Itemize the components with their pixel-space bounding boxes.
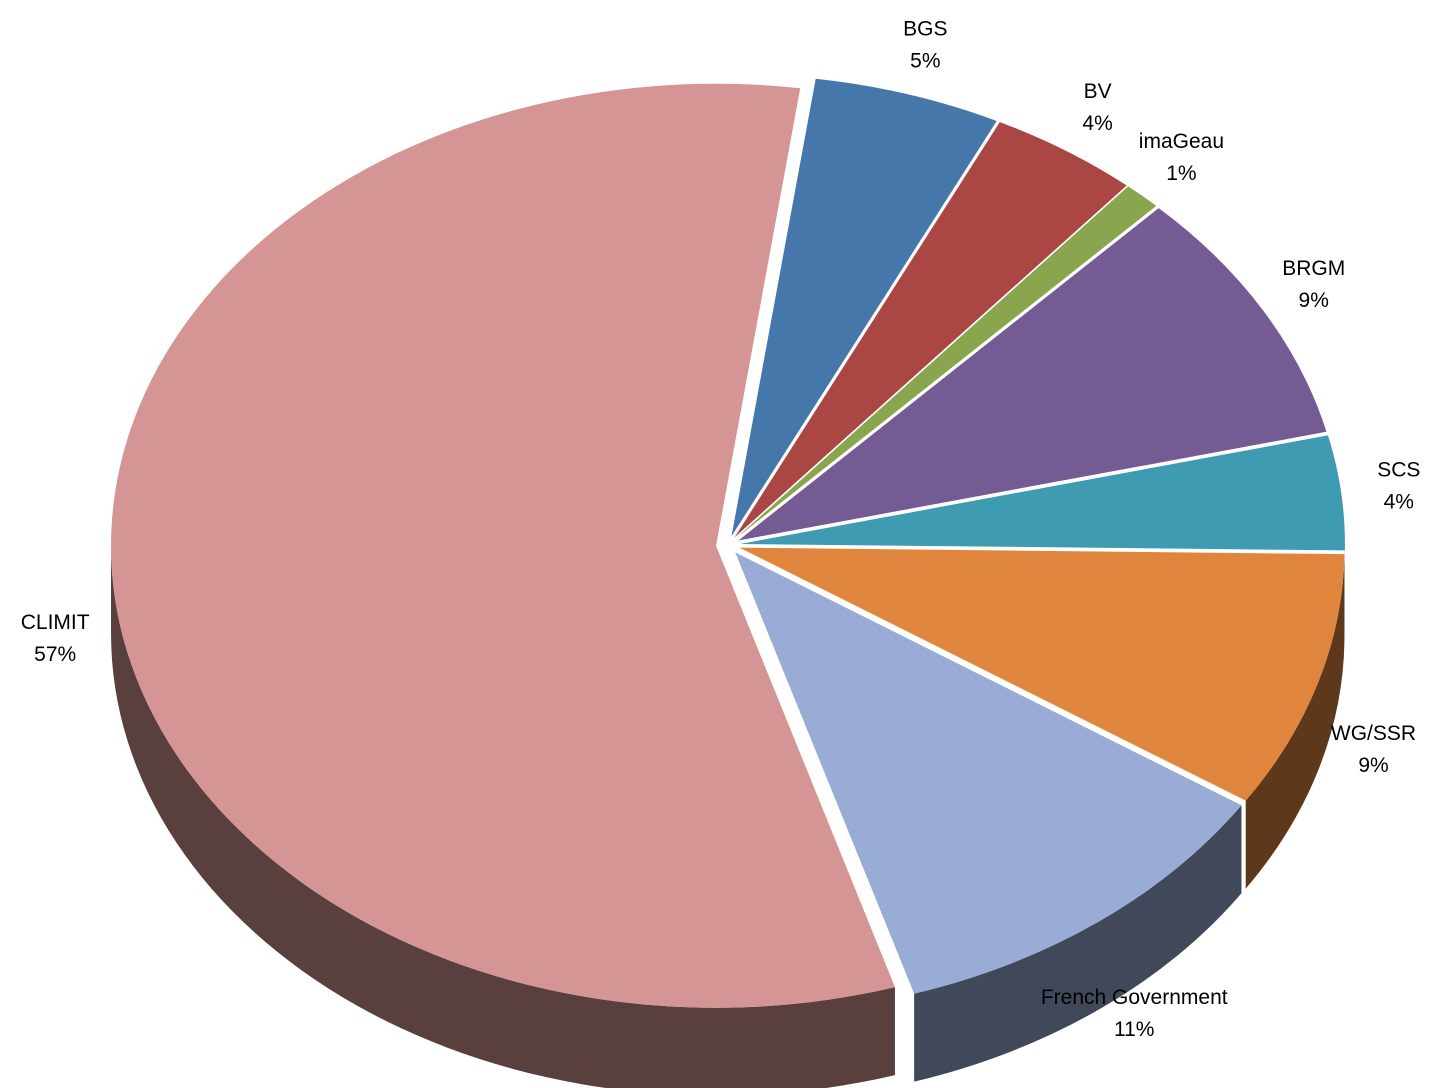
slice-side	[914, 805, 1242, 1082]
value-label: 9%	[1358, 754, 1388, 777]
slice	[736, 186, 1157, 539]
value-label: 4%	[1082, 112, 1112, 135]
slice	[111, 83, 895, 1008]
value-label: 1%	[1166, 162, 1196, 185]
value-label: 57%	[34, 643, 76, 666]
slice	[739, 435, 1345, 551]
value-label: 9%	[1299, 289, 1329, 312]
category-label: BRGM	[1282, 257, 1345, 280]
slice	[735, 552, 1242, 994]
slice	[739, 547, 1345, 801]
category-label: French Government	[1041, 986, 1228, 1009]
slice-sides	[111, 543, 1345, 1088]
category-label: SCS	[1377, 458, 1420, 481]
slice	[731, 78, 997, 537]
category-label: BGS	[903, 17, 947, 40]
slice-side	[111, 545, 895, 1088]
value-label: 4%	[1384, 490, 1414, 513]
slice	[738, 208, 1327, 541]
labels: BGS 5% BV 4% imaGeau 1% BRGM 9% SCS 4% WG/SSR 9% Fre…	[21, 17, 1421, 1041]
slice-side	[1245, 554, 1345, 889]
value-label: 11%	[1114, 1018, 1154, 1041]
category-label: WG/SSR	[1331, 722, 1416, 745]
category-label: CLIMIT	[21, 611, 90, 634]
category-label: imaGeau	[1139, 130, 1224, 153]
category-label: BV	[1084, 80, 1112, 103]
slice	[734, 122, 1127, 538]
value-label: 5%	[910, 49, 940, 72]
slice-tops	[111, 78, 1345, 1008]
